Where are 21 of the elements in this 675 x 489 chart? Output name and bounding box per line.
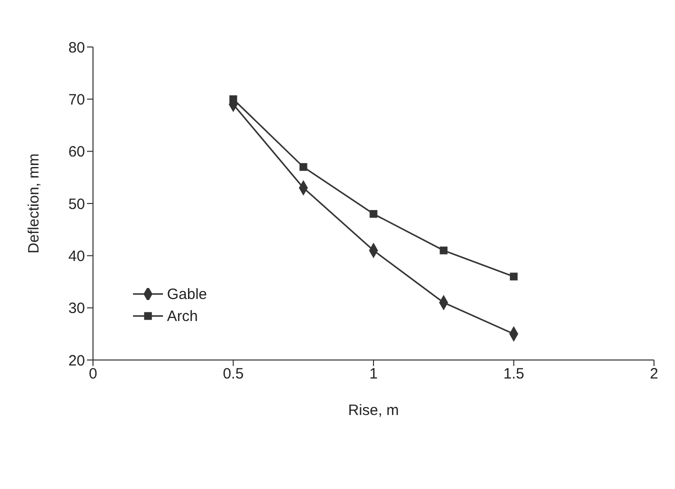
y-tick-label: 20 <box>68 352 85 370</box>
point <box>229 95 238 104</box>
x-tick-label: 0 <box>88 366 98 383</box>
x-tick-label: 2 <box>650 366 658 383</box>
y-tick-label: 60 <box>68 144 85 161</box>
y-axis-title: Deflection, mm <box>25 153 42 254</box>
point <box>440 246 448 254</box>
y-tick-label: 70 <box>68 91 85 108</box>
x-tick-label: 0.5 <box>222 366 244 383</box>
point <box>300 163 308 171</box>
y-tick-label: 30 <box>68 300 85 318</box>
legend-label: Gable <box>167 286 208 302</box>
point <box>370 210 378 218</box>
y-tick-label: 50 <box>68 196 85 213</box>
point <box>510 272 518 280</box>
legend-label: Arch <box>167 308 198 324</box>
x-tick-label: 1.5 <box>503 366 524 383</box>
x-axis-title: Rise, m <box>348 402 399 419</box>
y-tick-label: 80 <box>68 39 85 56</box>
x-tick-label: 1 <box>369 366 378 383</box>
y-tick-label: 40 <box>68 248 85 265</box>
